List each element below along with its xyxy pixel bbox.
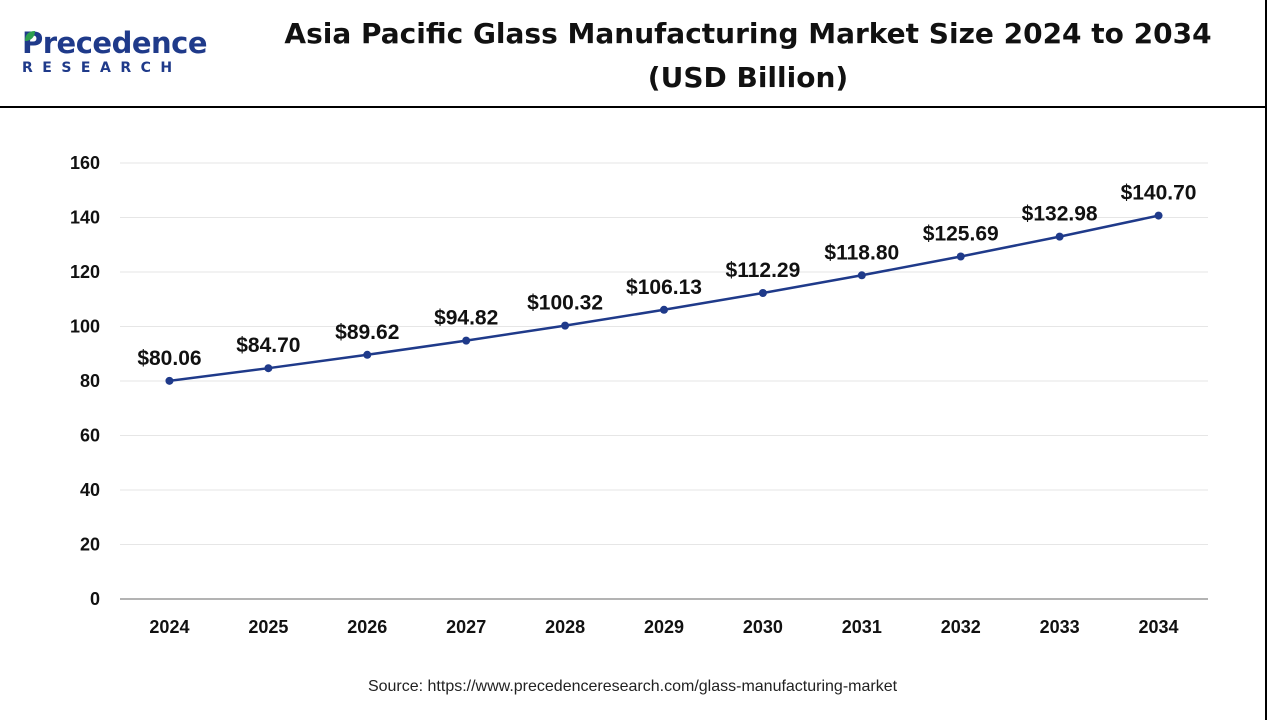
header: Precedence RESEARCH Asia Pacific Glass M…	[0, 0, 1267, 108]
data-point	[1055, 232, 1064, 241]
data-label: $84.70	[236, 334, 300, 357]
x-tick-label: 2025	[248, 617, 288, 637]
data-label: $140.70	[1121, 182, 1197, 205]
data-point	[660, 305, 668, 314]
data-points	[165, 211, 1163, 385]
x-tick-label: 2031	[842, 617, 882, 637]
x-tick-label: 2030	[743, 617, 783, 637]
y-tick-label: 60	[80, 426, 100, 446]
data-point	[956, 252, 965, 261]
y-tick-label: 100	[70, 317, 100, 337]
y-tick-label: 0	[90, 589, 100, 609]
data-point	[561, 321, 570, 330]
data-label: $89.62	[335, 321, 399, 344]
gridlines	[120, 162, 1208, 545]
leaf-icon	[25, 31, 35, 41]
data-point	[758, 289, 767, 298]
data-point	[363, 350, 372, 359]
y-tick-label: 20	[80, 535, 100, 555]
x-tick-label: 2024	[149, 617, 189, 637]
chart-title: Asia Pacific Glass Manufacturing Market …	[270, 12, 1226, 100]
chart-title-line2: (USD Billion)	[647, 61, 849, 94]
x-tick-label: 2033	[1040, 617, 1080, 637]
data-point	[857, 271, 866, 280]
data-point	[264, 364, 273, 373]
y-axis-ticks: 0 20 40 60 80 100 120 140 160	[70, 153, 100, 609]
data-label: $132.98	[1022, 203, 1098, 226]
y-tick-label: 160	[70, 153, 100, 173]
brand-name-bottom: RESEARCH	[22, 60, 182, 76]
y-tick-label: 120	[70, 262, 100, 282]
x-tick-label: 2029	[644, 617, 684, 637]
frame-rule	[1265, 106, 1267, 720]
brand-name-top: Precedence	[22, 26, 208, 60]
data-label: $118.80	[824, 241, 899, 264]
x-tick-label: 2028	[545, 617, 585, 637]
data-label: $112.29	[726, 259, 801, 282]
data-label: $80.06	[137, 347, 201, 370]
x-tick-label: 2027	[446, 617, 486, 637]
data-label: $125.69	[923, 222, 999, 245]
data-point	[462, 336, 471, 345]
data-labels: $80.06 $84.70 $89.62 $94.82 $100.32 $106.13 $1…	[137, 182, 1196, 370]
y-tick-label: 140	[70, 208, 100, 228]
x-axis-ticks: 2024 2025 2026 2027 2028 2029 2030 2031 2032 2033…	[149, 617, 1178, 637]
data-point	[165, 376, 174, 385]
data-label: $100.32	[527, 292, 603, 315]
data-label: $106.13	[626, 276, 702, 299]
x-tick-label: 2026	[347, 617, 387, 637]
source-note: Source: https://www.precedenceresearch.c…	[367, 678, 898, 695]
x-tick-label: 2032	[941, 617, 981, 637]
data-label: $94.82	[434, 307, 498, 330]
x-tick-label: 2034	[1139, 617, 1179, 637]
y-tick-label: 80	[80, 371, 100, 391]
y-tick-label: 40	[80, 480, 100, 500]
brand-logo: Precedence RESEARCH	[22, 28, 222, 88]
data-point	[1154, 211, 1163, 220]
chart-title-line1: Asia Pacific Glass Manufacturing Market …	[284, 17, 1212, 50]
